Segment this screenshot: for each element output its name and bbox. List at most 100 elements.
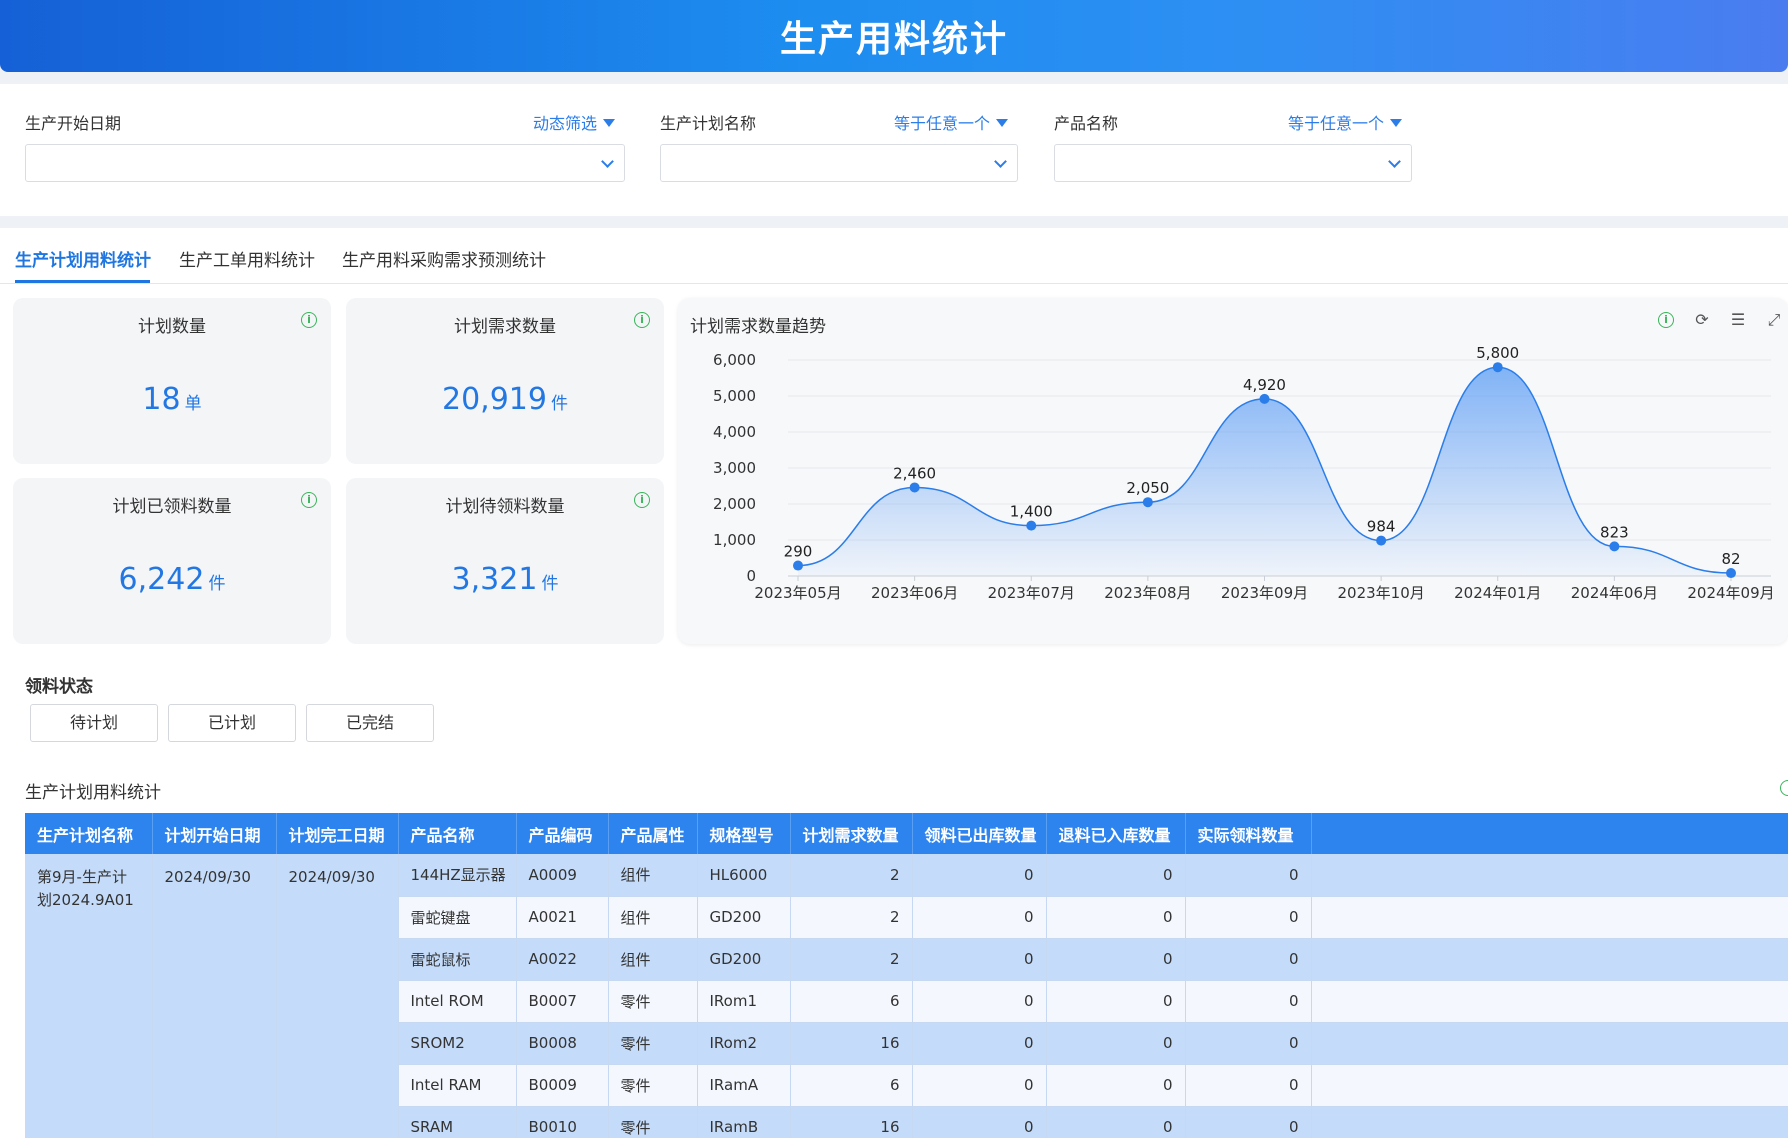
col-header[interactable]: 实际领料数量	[1185, 813, 1312, 854]
filter-mode-dropdown[interactable]: 等于任意一个	[894, 110, 1008, 134]
cell-product: 144HZ显示器	[398, 854, 517, 897]
filter-mode-dropdown[interactable]: 等于任意一个	[1288, 110, 1402, 134]
cell-code: A0009	[516, 854, 609, 897]
cell-product: 雷蛇键盘	[398, 896, 517, 939]
kpi-title: 计划数量	[138, 317, 206, 337]
group-plan-name: 第9月-生产计划2024.9A01	[25, 854, 153, 1138]
cell-demand: 6	[790, 980, 913, 1023]
cell-spec: GD200	[697, 896, 791, 939]
cell-product: SROM2	[398, 1022, 517, 1065]
cell-spec: GD200	[697, 938, 791, 981]
tab-plan-material[interactable]: 生产计划用料统计	[15, 251, 151, 271]
info-icon[interactable]	[1780, 780, 1788, 796]
main-content: 生产计划用料统计 生产工单用料统计 生产用料采购需求预测统计 计划数量 i 18…	[0, 228, 1788, 1138]
info-icon[interactable]: i	[301, 492, 317, 508]
product-name-select[interactable]	[1054, 144, 1412, 182]
y-tick-label: 3,000	[713, 459, 756, 477]
col-header[interactable]: 产品编码	[516, 813, 609, 854]
col-header[interactable]: 生产计划名称	[25, 813, 153, 854]
table-row[interactable]: 雷蛇键盘 A0021 组件 GD200 2 0 0 0	[25, 896, 1788, 939]
active-tab-indicator	[15, 280, 150, 283]
cell-actual: 0	[1185, 854, 1312, 897]
header-banner: 生产用料统计	[0, 0, 1788, 72]
table-row[interactable]: SROM2 B0008 零件 IRom2 16 0 0 0	[25, 1022, 1788, 1065]
chevron-down-icon	[1388, 155, 1401, 168]
col-header[interactable]: 计划需求数量	[790, 813, 913, 854]
cell-empty	[1311, 896, 1788, 939]
x-tick-label: 2023年08月	[1104, 584, 1191, 602]
start-date-select[interactable]	[25, 144, 625, 182]
x-tick-label: 2023年05月	[754, 584, 841, 602]
cell-empty	[1311, 1106, 1788, 1138]
cell-returned: 0	[1046, 1064, 1186, 1107]
filter-label: 产品名称	[1054, 114, 1119, 133]
cell-actual: 0	[1185, 1022, 1312, 1065]
plan-name-select[interactable]	[660, 144, 1018, 182]
info-icon[interactable]: i	[634, 312, 650, 328]
cell-attr: 零件	[608, 980, 698, 1023]
kpi-value: 18 单	[142, 382, 202, 417]
y-tick-label: 0	[746, 567, 756, 585]
cell-demand: 16	[790, 1022, 913, 1065]
kpi-value: 6,242 件	[118, 562, 226, 597]
info-icon[interactable]: i	[634, 492, 650, 508]
table-row[interactable]: 第9月-生产计划2024.9A01 2024/09/30 2024/09/30 144…	[25, 854, 1788, 1138]
status-completed-button[interactable]: 已完结	[306, 704, 434, 742]
table-row[interactable]: SRAM B0010 零件 IRamB 16 0 0 0	[25, 1106, 1788, 1138]
table-row[interactable]: 雷蛇鼠标 A0022 组件 GD200 2 0 0 0	[25, 938, 1788, 981]
cell-spec: IRamB	[697, 1106, 791, 1138]
cell-code: B0009	[516, 1064, 609, 1107]
x-tick-label: 2024年06月	[1571, 584, 1658, 602]
table-row[interactable]: Intel RAM B0009 零件 IRamA 6 0 0 0	[25, 1064, 1788, 1107]
cell-code: B0007	[516, 980, 609, 1023]
data-point	[1492, 362, 1503, 373]
status-pending-button[interactable]: 待计划	[30, 704, 158, 742]
filter-panel: 生产开始日期 动态筛选 生产计划名称 等于任意一个 产品名称 等于任意一个	[0, 84, 1788, 216]
x-tick-label: 2023年06月	[871, 584, 958, 602]
col-header[interactable]: 领料已出库数量	[912, 813, 1047, 854]
data-label: 82	[1721, 550, 1740, 568]
info-icon[interactable]: i	[301, 312, 317, 328]
refresh-icon[interactable]: ⟳	[1695, 310, 1709, 329]
kpi-value: 3,321 件	[451, 562, 559, 597]
col-header[interactable]: 计划完工日期	[276, 813, 399, 854]
cell-attr: 组件	[608, 938, 698, 981]
cell-spec: IRamA	[697, 1064, 791, 1107]
info-icon[interactable]: i	[1658, 312, 1674, 328]
status-planned-button[interactable]: 已计划	[168, 704, 296, 742]
cell-demand: 16	[790, 1106, 913, 1138]
y-tick-label: 2,000	[713, 495, 756, 513]
col-header[interactable]: 退料已入库数量	[1046, 813, 1186, 854]
cell-actual: 0	[1185, 980, 1312, 1023]
cell-out: 0	[912, 896, 1047, 939]
cell-out: 0	[912, 854, 1047, 897]
cell-returned: 0	[1046, 980, 1186, 1023]
cell-out: 0	[912, 1064, 1047, 1107]
chevron-down-icon	[994, 155, 1007, 168]
expand-icon[interactable]: ⤢	[1767, 310, 1781, 329]
trend-chart: 0 1,000 2,000 3,000 4,000 5,000 6,000 290 2023年0…	[713, 344, 1775, 602]
group-start: 2024/09/30	[152, 854, 277, 1138]
col-header[interactable]: 计划开始日期	[152, 813, 277, 854]
x-tick-label: 2024年09月	[1687, 584, 1774, 602]
table-row[interactable]: Intel ROM B0007 零件 IRom1 6 0 0 0	[25, 980, 1788, 1023]
tab-purchase-forecast[interactable]: 生产用料采购需求预测统计	[342, 251, 546, 271]
data-point	[1609, 541, 1620, 552]
x-tick-label: 2023年10月	[1337, 584, 1424, 602]
area-fill	[798, 367, 1731, 576]
cell-spec: IRom2	[697, 1022, 791, 1065]
caret-down-icon	[603, 119, 615, 127]
col-header[interactable]: 产品属性	[608, 813, 698, 854]
cell-attr: 零件	[608, 1106, 698, 1138]
filter-label: 生产计划名称	[660, 114, 757, 133]
cell-out: 0	[912, 1106, 1047, 1138]
col-header[interactable]: 产品名称	[398, 813, 517, 854]
data-label: 2,460	[893, 464, 936, 482]
chevron-down-icon	[601, 155, 614, 168]
sort-icon[interactable]: ☰	[1730, 310, 1746, 329]
col-header[interactable]: 规格型号	[697, 813, 791, 854]
filter-mode-dropdown[interactable]: 动态筛选	[533, 110, 615, 134]
y-tick-label: 6,000	[713, 351, 756, 369]
tab-workorder-material[interactable]: 生产工单用料统计	[179, 251, 315, 271]
x-tick-label: 2023年07月	[988, 584, 1075, 602]
